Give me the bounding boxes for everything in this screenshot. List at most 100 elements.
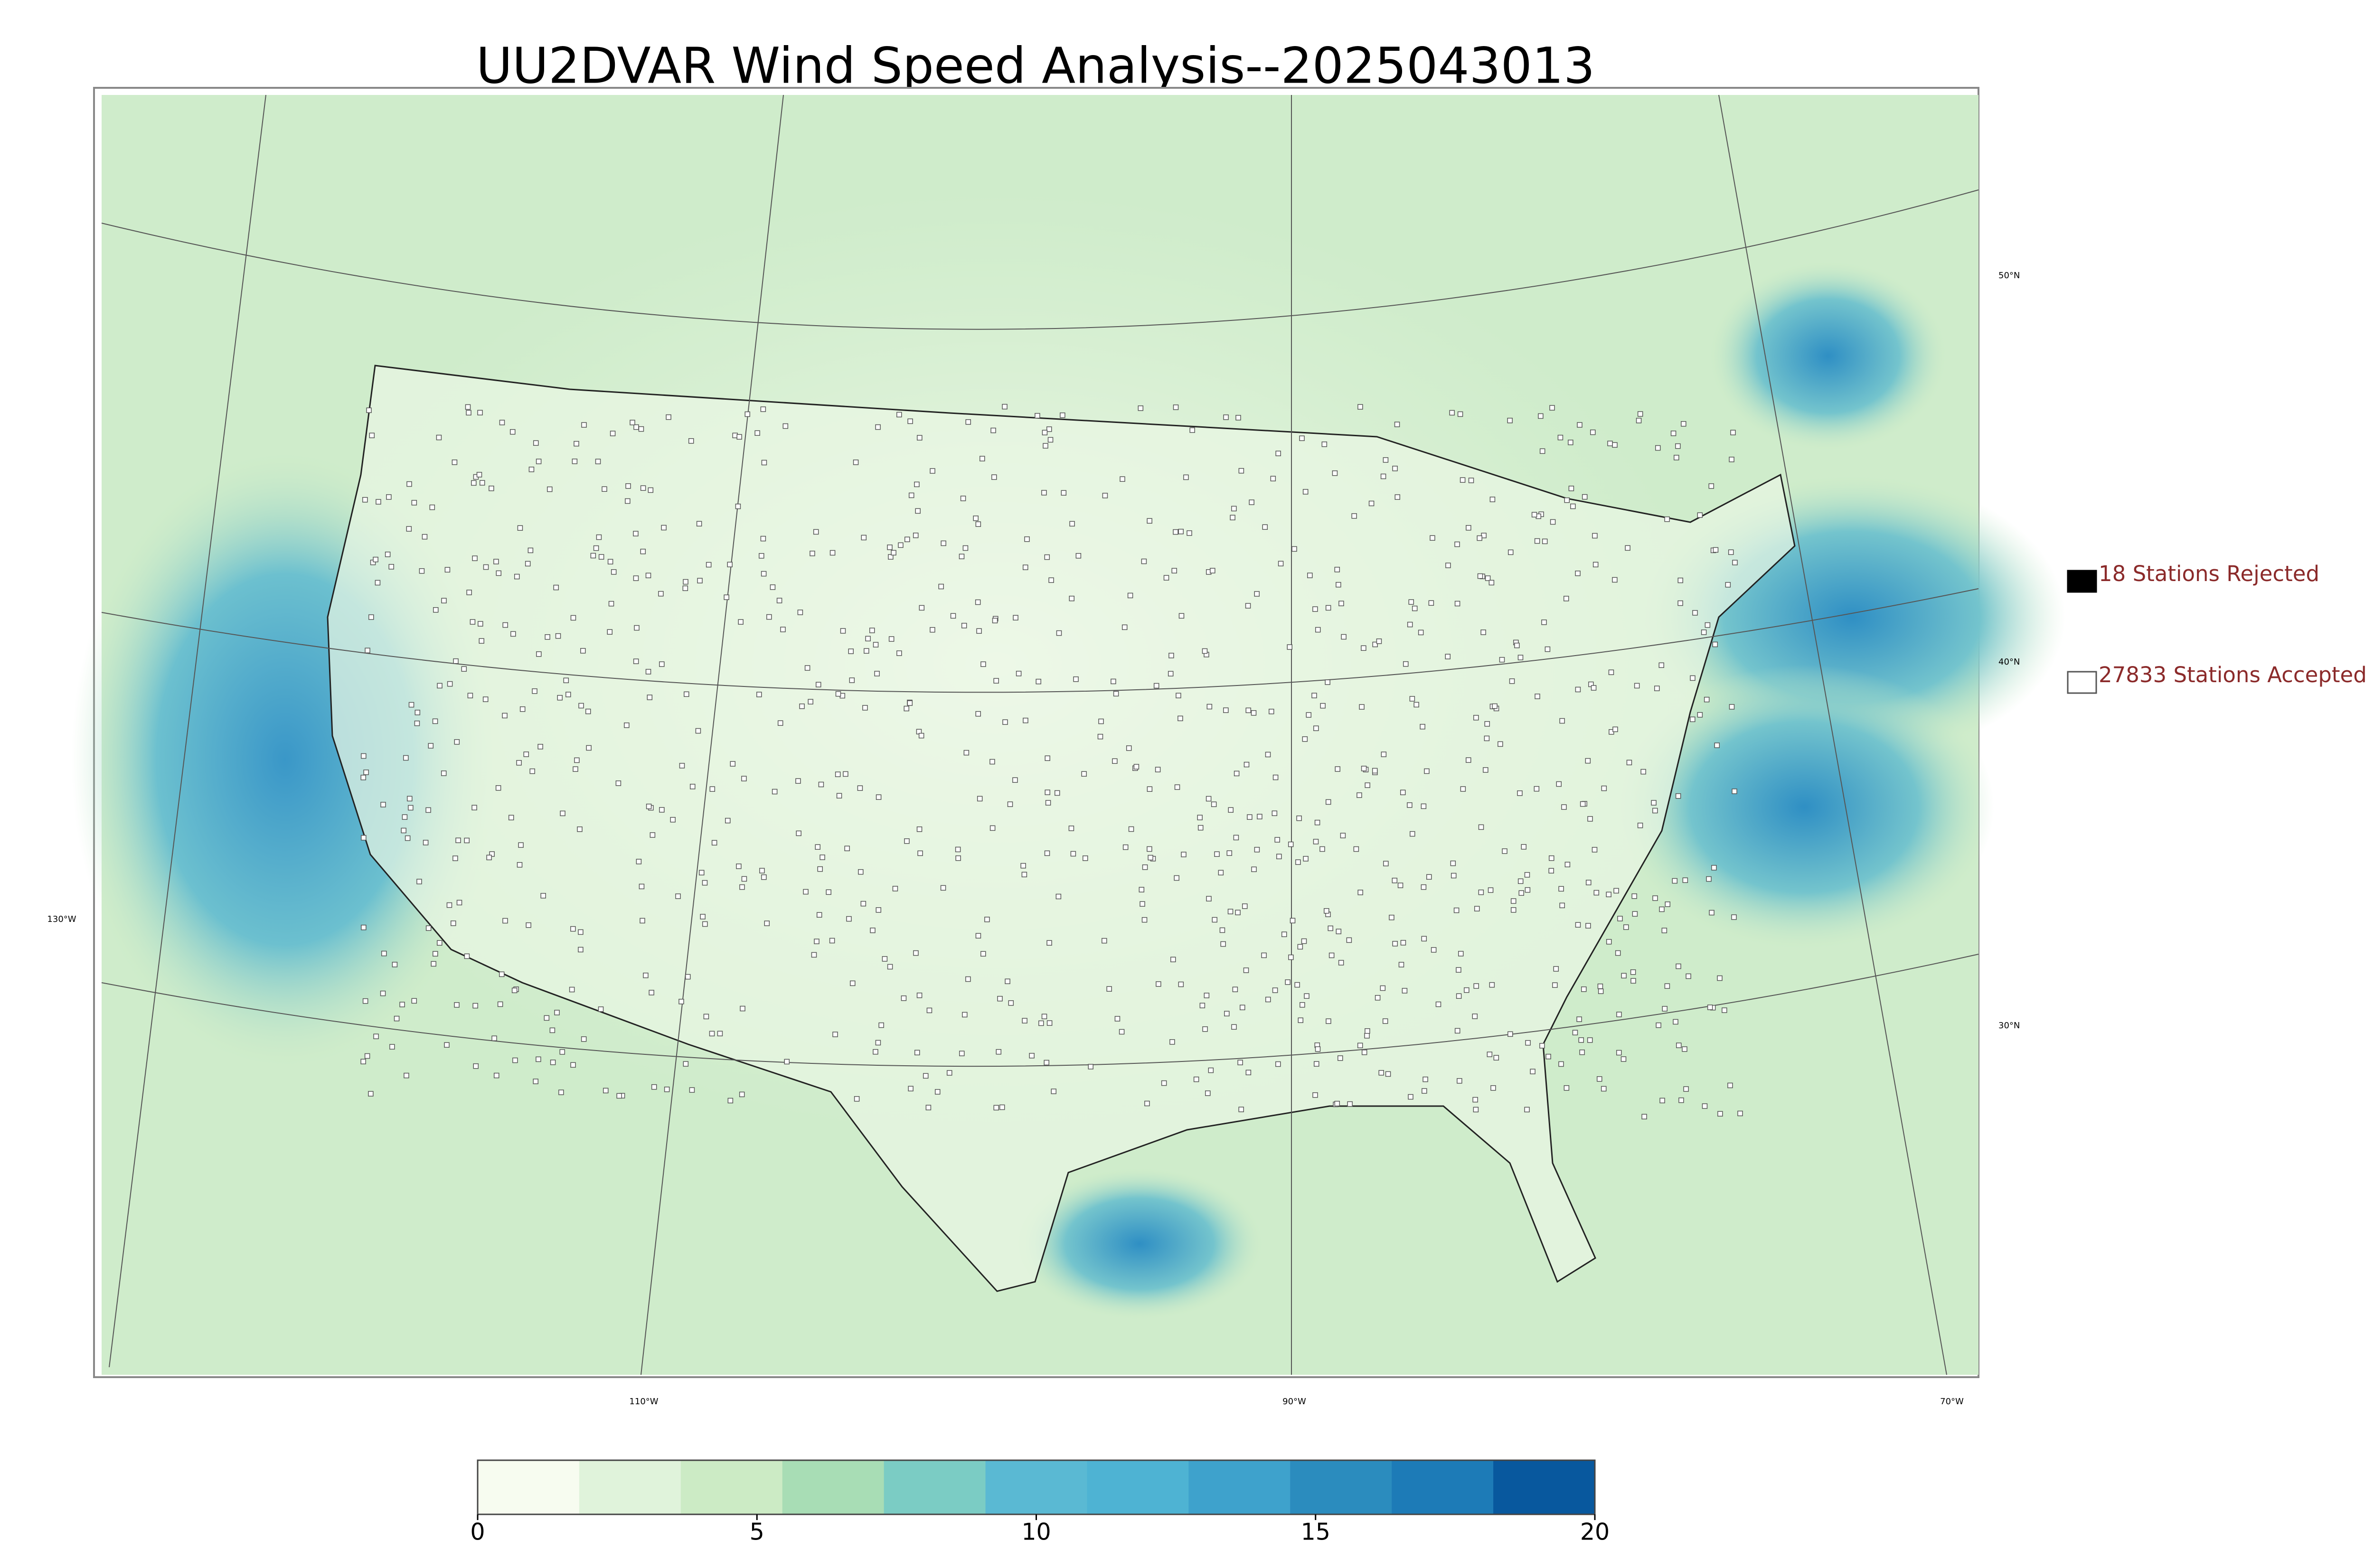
- station-marker: [1206, 896, 1212, 901]
- station-marker: [508, 815, 514, 821]
- station-marker: [497, 1001, 503, 1007]
- station-marker: [1383, 861, 1389, 866]
- station-marker: [1169, 1039, 1175, 1045]
- station-marker: [545, 634, 550, 640]
- station-marker: [1335, 766, 1340, 772]
- station-marker: [1122, 844, 1129, 850]
- station-marker: [549, 1027, 556, 1033]
- station-marker: [1047, 437, 1054, 443]
- station-marker: [759, 553, 764, 559]
- station-marker: [444, 567, 451, 573]
- station-marker: [1296, 815, 1302, 821]
- station-marker: [472, 1003, 478, 1009]
- station-marker: [1408, 599, 1414, 605]
- station-marker: [1493, 1055, 1499, 1061]
- station-marker: [429, 504, 435, 510]
- station-marker: [1012, 777, 1018, 783]
- station-marker: [645, 573, 651, 578]
- station-marker: [1413, 702, 1419, 708]
- station-marker: [533, 440, 539, 446]
- station-marker: [411, 998, 417, 1004]
- station-marker: [1632, 911, 1638, 917]
- station-marker: [962, 545, 969, 551]
- station-marker: [423, 840, 429, 845]
- station-marker: [1276, 854, 1282, 859]
- station-marker: [373, 1033, 379, 1039]
- station-marker: [1473, 715, 1479, 721]
- station-marker: [1226, 850, 1233, 856]
- station-marker: [466, 410, 471, 416]
- station-marker: [495, 785, 501, 791]
- station-marker: [517, 862, 523, 868]
- station-marker: [1575, 686, 1581, 693]
- station-marker: [454, 1002, 460, 1008]
- station-marker: [389, 1044, 395, 1050]
- colorbar-tick-label: 15: [1301, 1519, 1330, 1546]
- station-marker: [1697, 512, 1703, 518]
- station-marker: [1397, 883, 1404, 888]
- station-marker: [1068, 826, 1074, 831]
- station-marker: [1022, 564, 1028, 570]
- station-marker: [1300, 1002, 1305, 1008]
- station-marker: [578, 929, 584, 935]
- station-marker: [1572, 1030, 1578, 1035]
- station-marker: [870, 928, 876, 933]
- station-marker: [1400, 940, 1406, 946]
- station-marker: [1592, 562, 1599, 568]
- graticule: [101, 94, 1979, 1375]
- station-marker: [1549, 405, 1555, 411]
- station-marker: [1557, 434, 1564, 441]
- station-marker: [1242, 903, 1248, 909]
- station-marker: [1677, 577, 1684, 583]
- station-marker: [1038, 1020, 1044, 1026]
- station-marker: [611, 569, 617, 575]
- station-marker: [1394, 494, 1401, 500]
- station-marker: [1400, 789, 1406, 796]
- station-marker: [695, 728, 701, 734]
- station-marker: [1338, 601, 1344, 606]
- station-marker: [1357, 404, 1363, 410]
- station-marker: [1577, 422, 1583, 428]
- station-marker: [560, 810, 565, 817]
- station-marker: [1456, 993, 1462, 999]
- station-marker: [602, 486, 607, 492]
- legend-label: 27833 Stations Accepted: [2099, 662, 2367, 687]
- station-marker: [1338, 1055, 1343, 1061]
- station-marker: [1426, 874, 1432, 880]
- station-marker: [1707, 1005, 1713, 1010]
- station-marker: [1287, 644, 1292, 650]
- station-marker: [1423, 1076, 1428, 1082]
- station-marker: [573, 766, 578, 772]
- station-marker: [1590, 429, 1596, 435]
- station-marker: [1621, 973, 1627, 979]
- station-marker: [650, 832, 656, 838]
- map-labels: 50°N 40°N 30°N 130°W 110°W 90°W 70°W: [47, 271, 2020, 1407]
- station-marker: [1021, 872, 1027, 878]
- station-marker: [808, 699, 813, 704]
- station-marker: [1168, 653, 1174, 658]
- station-marker: [1315, 1046, 1321, 1052]
- station-marker: [376, 499, 381, 505]
- station-marker: [702, 880, 708, 886]
- station-marker: [1620, 1056, 1627, 1062]
- station-marker: [1081, 771, 1087, 777]
- station-marker: [476, 472, 482, 478]
- station-marker: [1319, 846, 1325, 852]
- station-marker: [1365, 1028, 1370, 1034]
- station-marker: [1251, 710, 1257, 716]
- station-marker: [646, 803, 652, 809]
- station-marker: [502, 918, 508, 924]
- station-marker: [555, 633, 561, 639]
- colorbar-segment: [680, 1460, 783, 1514]
- colorbar-segment: [478, 1460, 580, 1514]
- station-marker: [1524, 872, 1530, 878]
- station-marker: [1245, 707, 1252, 714]
- station-marker: [1625, 545, 1630, 551]
- station-marker: [1147, 786, 1153, 792]
- station-marker: [369, 432, 375, 439]
- station-marker: [509, 429, 516, 435]
- station-marker: [1178, 528, 1184, 535]
- station-marker: [829, 938, 835, 944]
- station-marker: [380, 802, 386, 807]
- map: [71, 87, 2065, 1378]
